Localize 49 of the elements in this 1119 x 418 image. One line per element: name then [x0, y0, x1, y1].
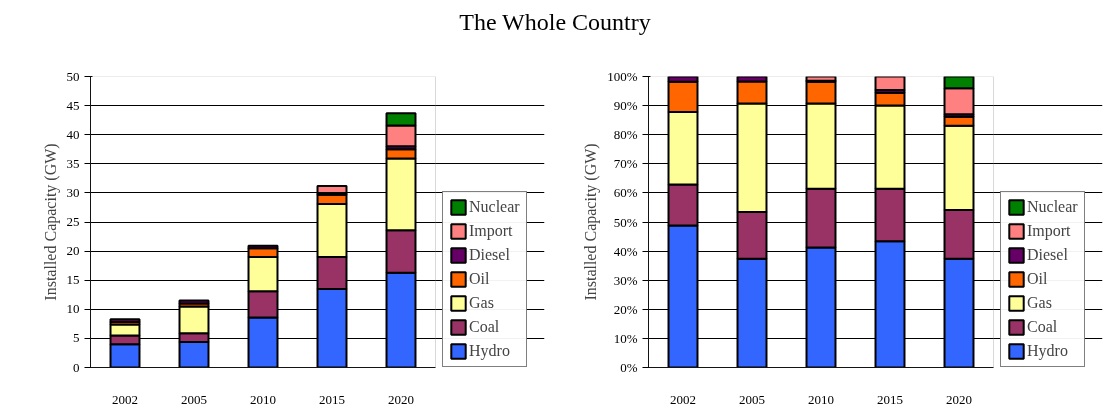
- y-tick-label: 10: [66, 301, 80, 317]
- legend-label: Hydro: [469, 342, 510, 360]
- legend-label: Gas: [469, 294, 494, 312]
- y-tick-label: 25: [66, 214, 80, 229]
- text: The Whole Country: [459, 8, 651, 37]
- x-tick-label: 2020: [388, 391, 414, 407]
- y-axis-title: Installed Capacity (GW): [41, 143, 60, 301]
- y-tick-label: 80%: [613, 127, 638, 143]
- legend-label: Gas: [1027, 294, 1052, 312]
- x-tick-label: 2002: [670, 391, 696, 407]
- legend-label: Coal: [1027, 318, 1058, 336]
- y-tick-label: 50: [66, 68, 80, 84]
- x-tick-label: 2010: [808, 391, 834, 407]
- y-tick-label: 40%: [613, 243, 638, 259]
- legend-label: Coal: [469, 318, 500, 336]
- x-tick-label: 2005: [181, 391, 207, 407]
- legend-label: Nuclear: [1027, 198, 1078, 216]
- y-tick-label: 30: [66, 184, 80, 200]
- legend-label: Diesel: [1027, 246, 1068, 264]
- legend-label: Hydro: [1027, 342, 1068, 360]
- legend-label: Import: [1027, 222, 1071, 240]
- y-tick-label: 40: [66, 126, 80, 142]
- y-axis-title: Installed Capacity (GW): [582, 143, 601, 301]
- legend-label: Nuclear: [469, 198, 520, 216]
- legend-label: Oil: [469, 270, 490, 288]
- y-tick-label: 90%: [613, 98, 638, 114]
- y-tick-label: 20: [66, 243, 80, 259]
- x-tick-label: 2010: [250, 391, 276, 407]
- y-tick-label: 15: [66, 272, 80, 288]
- y-tick-label: 10%: [613, 330, 638, 346]
- y-tick-label: 45: [66, 97, 80, 113]
- y-tick-label: 100%: [607, 69, 638, 84]
- x-tick-label: 2020: [946, 391, 972, 407]
- y-tick-label: 20%: [613, 301, 638, 317]
- y-tick-label: 70%: [613, 156, 638, 172]
- y-tick-label: 35: [66, 155, 80, 171]
- x-tick-label: 2015: [877, 391, 903, 407]
- legend-label: Import: [469, 222, 513, 240]
- y-tick-label: 60%: [613, 185, 638, 201]
- y-tick-label: 0: [73, 359, 80, 375]
- y-tick-label: 30%: [613, 272, 638, 288]
- x-tick-label: 2005: [739, 391, 765, 407]
- y-tick-label: 5: [73, 330, 80, 346]
- x-tick-label: 2002: [112, 391, 138, 407]
- legend-label: Oil: [1027, 270, 1048, 288]
- legend-label: Diesel: [469, 246, 510, 264]
- x-tick-label: 2015: [319, 391, 345, 407]
- y-tick-label: 50%: [613, 214, 638, 230]
- y-tick-label: 0%: [620, 360, 638, 375]
